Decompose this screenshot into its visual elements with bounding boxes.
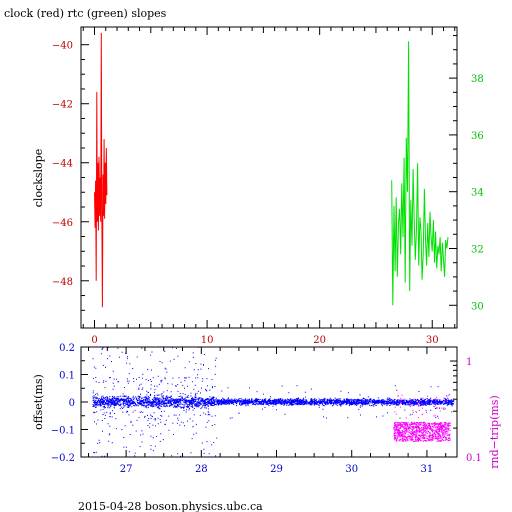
bottom-left-axis: −0.2 −0.1 0 0.1 0.2 — [51, 343, 88, 464]
bottom-x-tick-label: 28 — [195, 464, 208, 475]
top-x-axis: 0 10 20 30 — [82, 27, 456, 346]
bottom-x-axis: 27 28 29 30 31 — [88, 347, 447, 475]
top-x-tick-label: 30 — [426, 335, 439, 346]
rtc-slope-line — [391, 41, 449, 306]
top-x-tick-label: 20 — [313, 335, 326, 346]
offset-points — [92, 346, 455, 458]
bottom-y2-axis-title: rnd−trip(ms) — [488, 395, 501, 469]
bottom-left-tick-label: −0.2 — [51, 453, 75, 464]
top-right-tick-label: 38 — [471, 74, 484, 85]
bottom-x-tick-label: 31 — [421, 464, 434, 475]
chart-title: clock (red) rtc (green) slopes — [4, 7, 167, 20]
top-left-tick-label: −46 — [52, 218, 73, 229]
bottom-left-tick-label: 0 — [69, 398, 75, 409]
top-right-tick-label: 36 — [471, 131, 484, 142]
bottom-x-tick-label: 27 — [120, 464, 133, 475]
bottom-x-tick-label: 29 — [270, 464, 283, 475]
top-right-tick-label: 32 — [471, 244, 484, 255]
top-y-axis-title: clockslope — [32, 149, 45, 207]
top-right-tick-label: 34 — [471, 188, 484, 199]
bottom-right-tick-label: 1 — [466, 357, 472, 368]
top-left-tick-label: −44 — [52, 159, 73, 170]
top-x-tick-label: 0 — [91, 335, 97, 346]
bottom-left-tick-label: −0.1 — [51, 426, 75, 437]
top-right-tick-label: 30 — [471, 301, 484, 312]
bottom-series-group — [92, 346, 455, 458]
top-left-tick-label: −42 — [52, 100, 73, 111]
bottom-y-axis-title: offset(ms) — [32, 374, 45, 430]
top-left-axis: −48 −46 −44 −42 −40 — [52, 41, 89, 311]
bottom-right-axis: 0.11 — [450, 357, 482, 464]
bottom-left-tick-label: 0.2 — [59, 343, 75, 354]
footer-text: 2015-04-28 boson.physics.ubc.ca — [78, 500, 263, 512]
bottom-left-tick-label: 0.1 — [59, 371, 75, 382]
top-left-tick-label: −48 — [52, 277, 73, 288]
clock-slope-line — [94, 32, 108, 308]
bottom-right-tick-label: 0.1 — [466, 453, 482, 464]
roundtrip-points — [393, 393, 451, 442]
top-right-axis: 30 32 34 36 38 — [449, 35, 484, 312]
bottom-x-tick-label: 30 — [345, 464, 358, 475]
top-left-tick-label: −40 — [52, 41, 73, 52]
top-series-group — [94, 32, 449, 308]
top-x-tick-label: 10 — [201, 335, 214, 346]
